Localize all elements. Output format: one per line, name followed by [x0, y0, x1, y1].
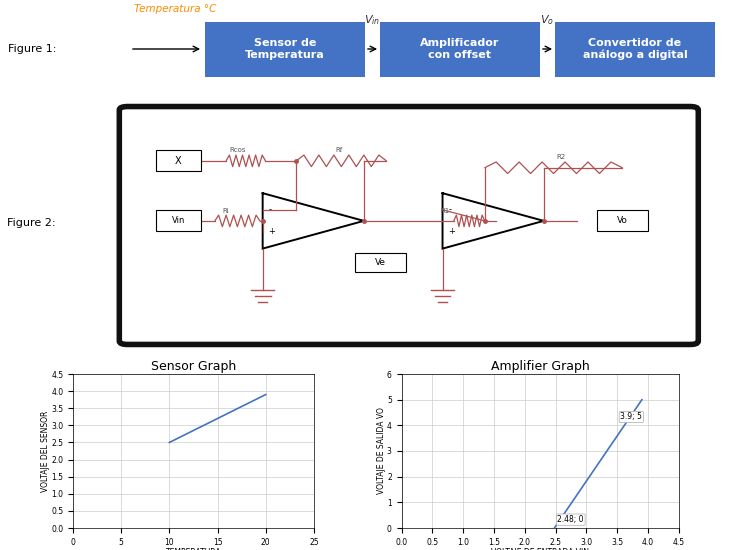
- Text: Vo: Vo: [617, 216, 628, 225]
- Title: Sensor Graph: Sensor Graph: [151, 360, 236, 373]
- FancyBboxPatch shape: [597, 211, 648, 231]
- Text: $V_o$: $V_o$: [540, 13, 555, 27]
- FancyBboxPatch shape: [156, 151, 201, 171]
- Text: Ri: Ri: [223, 208, 229, 214]
- Text: -: -: [269, 205, 272, 214]
- Text: Convertidor de
análogo a digital: Convertidor de análogo a digital: [583, 38, 688, 60]
- Text: X: X: [175, 156, 182, 166]
- Text: Temperatura °C: Temperatura °C: [134, 4, 216, 14]
- Text: -: -: [448, 205, 451, 214]
- Text: Vin: Vin: [172, 216, 185, 225]
- X-axis label: TEMPERATURA: TEMPERATURA: [166, 548, 221, 550]
- X-axis label: VOLTAJE DE ENTRADA VIN: VOLTAJE DE ENTRADA VIN: [491, 548, 589, 550]
- Y-axis label: VOLTAJE DEL SENSOR: VOLTAJE DEL SENSOR: [41, 410, 50, 492]
- Text: Figure 2:: Figure 2:: [7, 218, 55, 228]
- Text: R2: R2: [556, 153, 565, 160]
- FancyBboxPatch shape: [205, 21, 365, 76]
- Text: Ve: Ve: [375, 258, 386, 267]
- Text: Figure 1:: Figure 1:: [8, 44, 56, 54]
- Text: 3.9; 5: 3.9; 5: [620, 412, 642, 421]
- FancyBboxPatch shape: [356, 253, 406, 272]
- Text: R1: R1: [441, 208, 450, 214]
- FancyBboxPatch shape: [119, 107, 699, 344]
- Text: 2.48; 0: 2.48; 0: [558, 515, 584, 524]
- Text: Sensor de
Temperatura: Sensor de Temperatura: [245, 38, 325, 60]
- FancyBboxPatch shape: [555, 21, 715, 76]
- Text: Rf: Rf: [335, 147, 342, 152]
- Text: Rcos: Rcos: [229, 147, 245, 152]
- FancyBboxPatch shape: [380, 21, 540, 76]
- Title: Amplifier Graph: Amplifier Graph: [491, 360, 590, 373]
- Text: Amplificador
con offset: Amplificador con offset: [420, 38, 500, 60]
- FancyBboxPatch shape: [156, 211, 201, 231]
- Text: $V_{in}$: $V_{in}$: [364, 13, 380, 27]
- Y-axis label: VOLTAJE DE SALIDA VO: VOLTAJE DE SALIDA VO: [377, 408, 385, 494]
- Text: +: +: [269, 228, 275, 236]
- Text: +: +: [448, 228, 455, 236]
